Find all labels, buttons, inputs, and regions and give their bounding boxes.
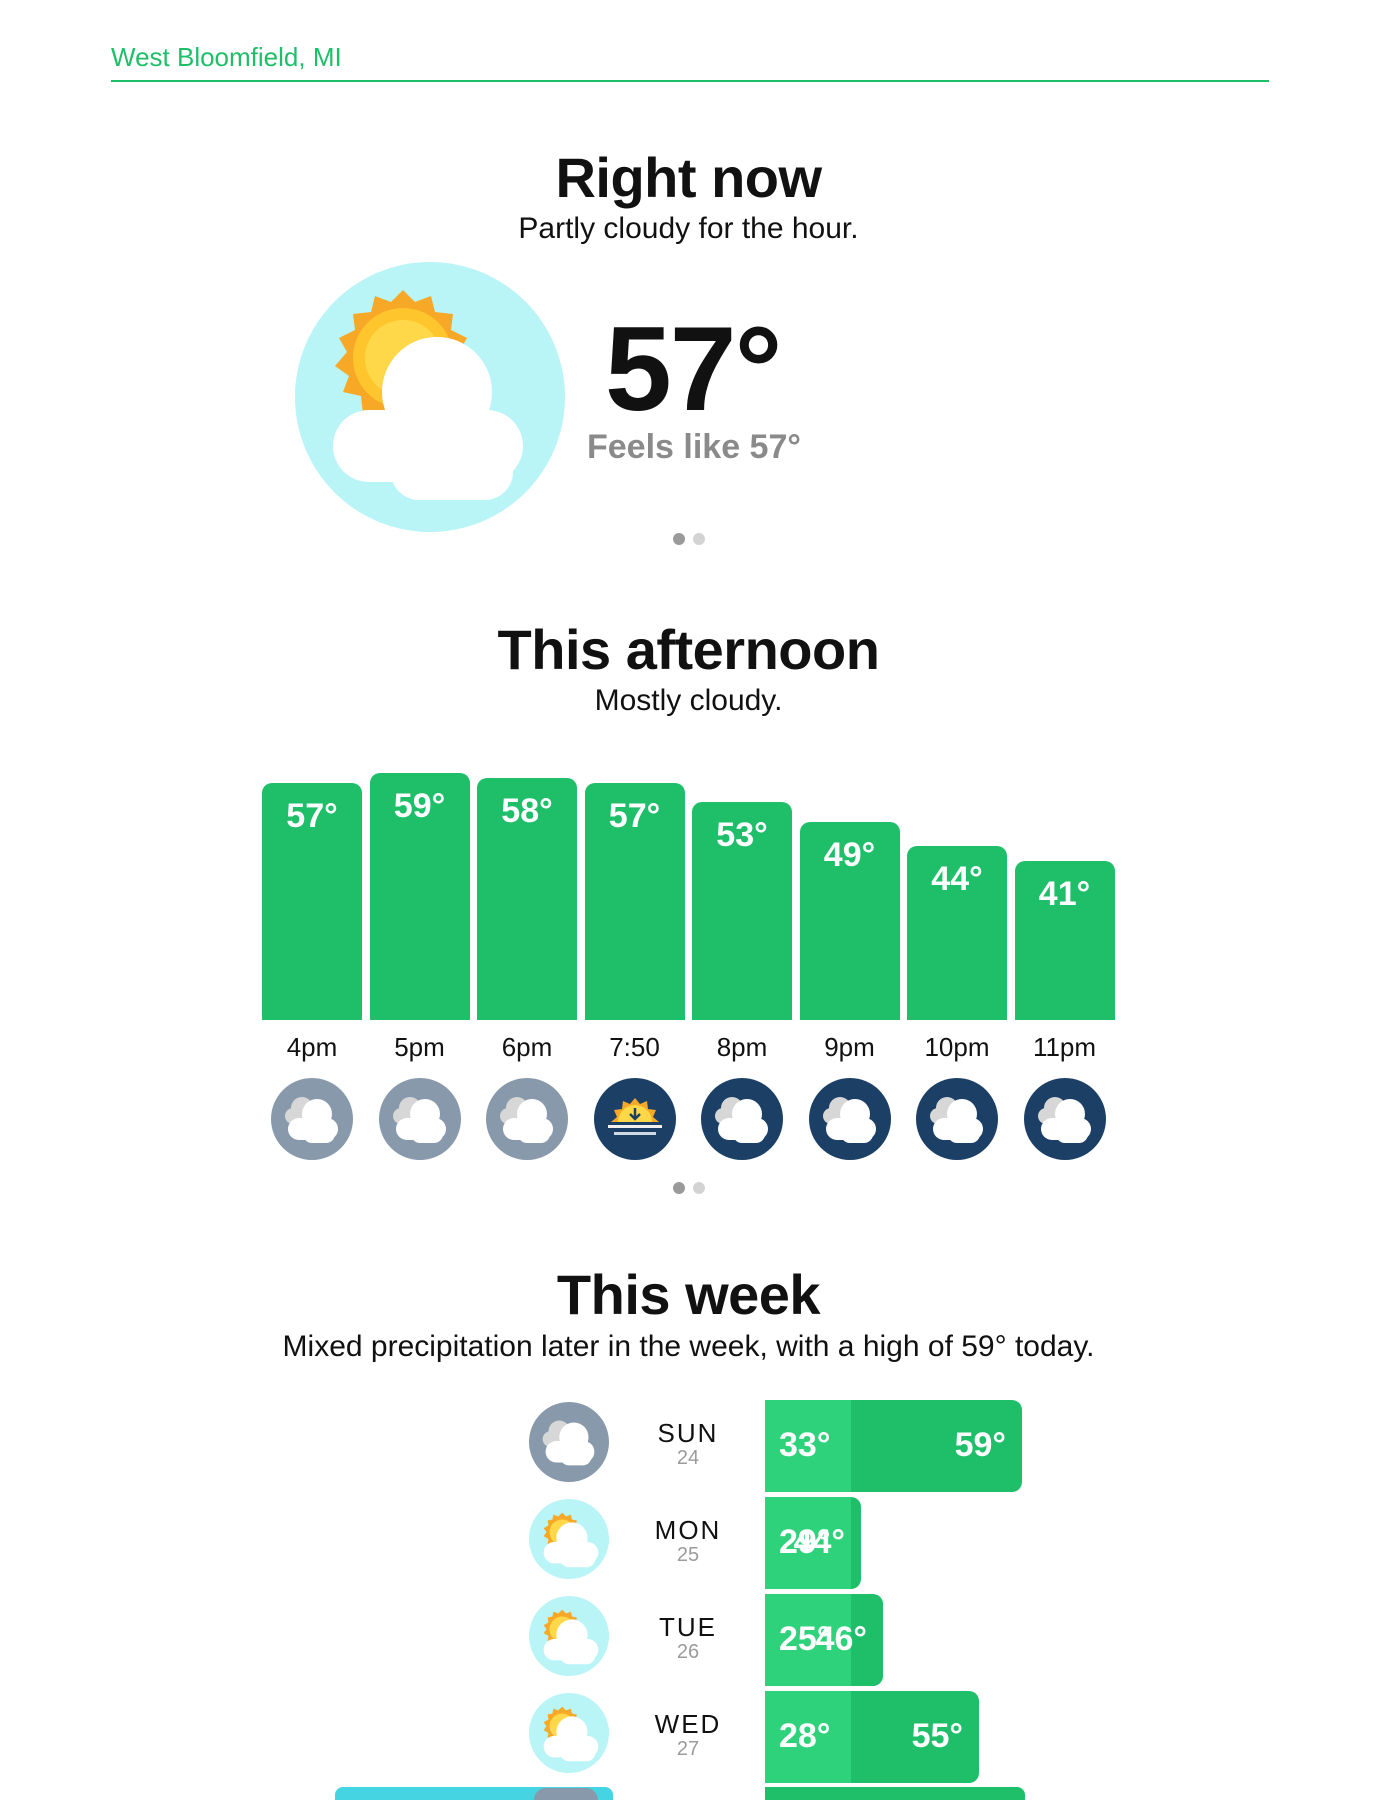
day-date: 26 [676,1641,700,1663]
week-title: This week [556,1263,821,1326]
hour-temperature: 49° [823,835,876,874]
cloudy-night-icon [808,1078,891,1160]
hour-label: 10pm [924,1032,990,1062]
page-dot[interactable] [692,533,705,545]
hour-bar: 53° [692,802,792,1020]
hour-temperature: 57° [608,796,661,835]
day-low-temperature: 29° [779,1523,831,1561]
day-low-temperature: 28° [779,1717,831,1755]
feels-like: Feels like 57° [587,428,801,466]
day-low-temperature: 25° [779,1620,831,1658]
hour-bar: 57° [584,782,685,1020]
current-temperature: 57° [605,302,782,436]
hour-bar: 49° [799,821,900,1020]
day-name: TUE [659,1612,717,1642]
day-temp-bar: 33° 59° [765,1400,1022,1492]
day-temp-bar: 25° 46° [765,1594,883,1686]
day-low-segment [765,1691,851,1783]
week-summary: Mixed precipitation later in the week, w… [282,1330,1095,1363]
hour-label: 9pm [824,1032,875,1062]
page-dot-active[interactable] [672,533,685,545]
now-page-indicator[interactable] [0,532,1377,550]
afternoon-page-indicator[interactable] [0,1181,1377,1199]
afternoon-summary: Mostly cloudy. [594,684,783,717]
hour-bar: 44° [907,846,1007,1020]
day-date: 24 [676,1447,700,1469]
cloudy-night-icon [701,1078,783,1160]
hour-bar: 59° [369,773,470,1020]
hour-bar: 57° [262,782,362,1020]
day-name: SUN [657,1418,719,1448]
hour-temperature: 59° [393,787,446,825]
day-temp-bar: 29° 44° [765,1497,861,1589]
hour-temperature: 53° [716,816,768,855]
cloudy-icon [378,1078,461,1160]
day-low-segment [765,1594,851,1686]
hour-label: 4pm [286,1032,338,1062]
hour-temperature: 57° [286,796,338,835]
now-summary: Partly cloudy for the hour. [518,212,859,245]
day-low-temperature: 33° [779,1426,831,1464]
cloudy-icon [271,1078,353,1160]
partly-cloudy-day-icon [529,1693,609,1773]
day-high-temperature: 46° [815,1620,867,1658]
hourly-chart: 57° 4pm 59° 5pm 58° 6pm 57° 7:50 [262,773,1115,1160]
hour-label: 7:50 [609,1032,660,1062]
day-temp-bar [765,1787,1025,1800]
day-high-temperature: 44° [793,1523,845,1561]
hour-temperature: 41° [1038,875,1091,913]
cloudy-night-icon [1023,1078,1106,1160]
hour-bar: 58° [477,777,577,1020]
hour-label: 5pm [394,1032,445,1062]
header-divider [111,80,1269,82]
hour-label: 11pm [1032,1032,1097,1062]
hour-bar: 41° [1014,861,1115,1020]
now-title: Right now [555,146,822,209]
day-low-segment [765,1497,851,1589]
day-date: 25 [676,1544,700,1566]
cloudy-icon [529,1402,609,1482]
page-dot[interactable] [692,1182,705,1194]
day-low-segment [765,1400,851,1492]
hour-temperature: 44° [931,860,983,899]
cloudy-night-icon [916,1078,998,1160]
hour-label: 8pm [716,1032,768,1062]
hour-label: 6pm [501,1032,553,1062]
day-date: 27 [676,1738,700,1760]
cloudy-icon [486,1078,568,1160]
partly-cloudy-day-icon [529,1596,609,1676]
day-name: MON [654,1515,722,1545]
hour-temperature: 58° [501,791,553,830]
afternoon-title: This afternoon [497,618,880,681]
partly-cloudy-day-icon [295,262,565,532]
page-dot-active[interactable] [672,1182,685,1194]
day-temp-bar: 28° 55° [765,1691,979,1783]
partly-cloudy-day-icon [529,1499,609,1579]
day-name: WED [654,1709,722,1739]
cloudy-icon [534,1788,598,1800]
day-high-temperature: 55° [911,1717,963,1755]
location-link[interactable]: West Bloomfield, MI [111,42,342,72]
sunset-icon [593,1078,676,1160]
day-high-temperature: 59° [954,1426,1006,1464]
